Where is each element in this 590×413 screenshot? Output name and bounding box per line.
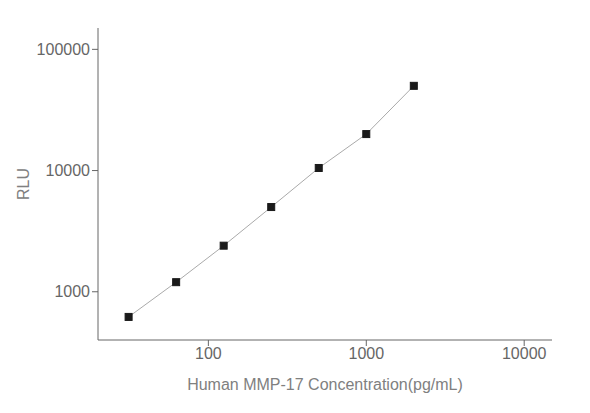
svg-text:100: 100 bbox=[195, 345, 222, 362]
svg-text:Human MMP-17 Concentration(pg/: Human MMP-17 Concentration(pg/mL) bbox=[187, 376, 463, 393]
svg-text:1000: 1000 bbox=[54, 283, 90, 300]
svg-text:10000: 10000 bbox=[502, 345, 547, 362]
svg-text:10000: 10000 bbox=[46, 162, 91, 179]
svg-text:1000: 1000 bbox=[348, 345, 384, 362]
svg-text:100000: 100000 bbox=[37, 41, 90, 58]
svg-text:RLU: RLU bbox=[15, 168, 32, 200]
